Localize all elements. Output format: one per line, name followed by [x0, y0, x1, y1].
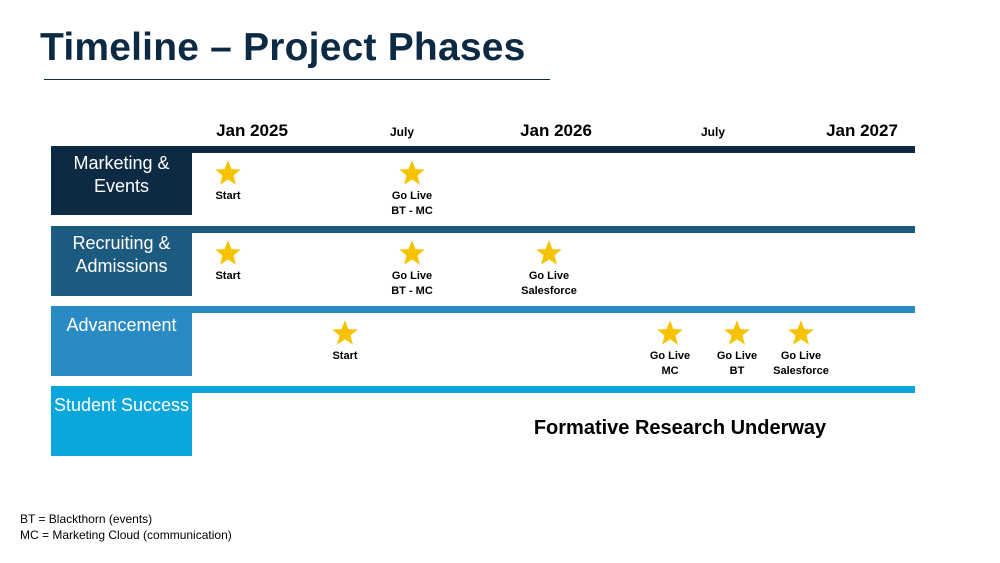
axis-label-july-2025: July	[389, 125, 415, 139]
milestone-label: Go Live	[391, 190, 433, 202]
milestone-sublabel: BT - MC	[391, 205, 433, 217]
star-icon	[788, 320, 814, 345]
row-label-text: Advancement	[66, 315, 177, 335]
milestone-sublabel: BT	[729, 365, 745, 377]
milestone-sublabel: Salesforce	[521, 285, 577, 297]
milestone-label: Go Live	[716, 350, 758, 362]
milestone-label: Go Live	[528, 270, 570, 282]
title-underline	[44, 79, 550, 80]
milestone-label: Go Live	[780, 350, 822, 362]
star-icon	[399, 160, 425, 185]
axis-label-jan-2025: Jan 2025	[216, 121, 288, 140]
milestone-advancement-go-live-mc: Go Live MC	[630, 319, 710, 379]
legend-mc: MC = Marketing Cloud (communication)	[20, 528, 232, 542]
star-icon	[332, 320, 358, 345]
row-label-advancement: Advancement	[51, 306, 192, 376]
formative-research-note: Formative Research Underway	[533, 417, 827, 439]
row-line-student-success	[51, 386, 915, 393]
row-line-recruiting	[51, 226, 915, 233]
milestone-advancement-go-live-salesforce: Go Live Salesforce	[761, 319, 841, 379]
milestone-advancement-go-live-bt: Go Live BT	[697, 319, 777, 379]
star-icon	[215, 160, 241, 185]
axis-label-jan-2027: Jan 2027	[826, 121, 898, 140]
row-label-recruiting: Recruiting & Admissions	[51, 226, 192, 296]
row-label-marketing: Marketing & Events	[51, 146, 192, 215]
milestone-label: Start	[215, 190, 241, 202]
row-label-student-success: Student Success	[51, 386, 192, 456]
milestone-sublabel: Salesforce	[773, 365, 829, 377]
milestone-recruiting-go-live-salesforce: Go Live Salesforce	[509, 239, 589, 299]
milestone-advancement-start: Start	[305, 319, 385, 364]
milestone-label: Go Live	[649, 350, 691, 362]
star-icon	[215, 240, 241, 265]
row-line-marketing	[51, 146, 915, 153]
star-icon	[536, 240, 562, 265]
star-icon	[657, 320, 683, 345]
row-line-advancement	[51, 306, 915, 313]
milestone-sublabel: MC	[661, 365, 679, 377]
milestone-label: Go Live	[391, 270, 433, 282]
row-label-text: Student Success	[53, 395, 190, 415]
milestone-recruiting-go-live-bt-mc: Go Live BT - MC	[372, 239, 452, 299]
axis-label-jan-2026: Jan 2026	[520, 121, 592, 140]
star-icon	[724, 320, 750, 345]
row-label-text: Recruiting & Admissions	[72, 233, 171, 276]
milestone-label: Start	[215, 270, 241, 282]
milestone-marketing-go-live: Go Live BT - MC	[372, 159, 452, 219]
milestone-sublabel: BT - MC	[391, 285, 433, 297]
milestone-marketing-start: Start	[188, 159, 268, 204]
milestone-label: Start	[332, 350, 358, 362]
page-title: Timeline – Project Phases	[40, 26, 526, 69]
row-label-text: Marketing & Events	[73, 153, 170, 196]
legend-bt: BT = Blackthorn (events)	[20, 512, 153, 526]
star-icon	[399, 240, 425, 265]
axis-label-july-2026: July	[700, 125, 726, 139]
milestone-recruiting-start: Start	[188, 239, 268, 284]
